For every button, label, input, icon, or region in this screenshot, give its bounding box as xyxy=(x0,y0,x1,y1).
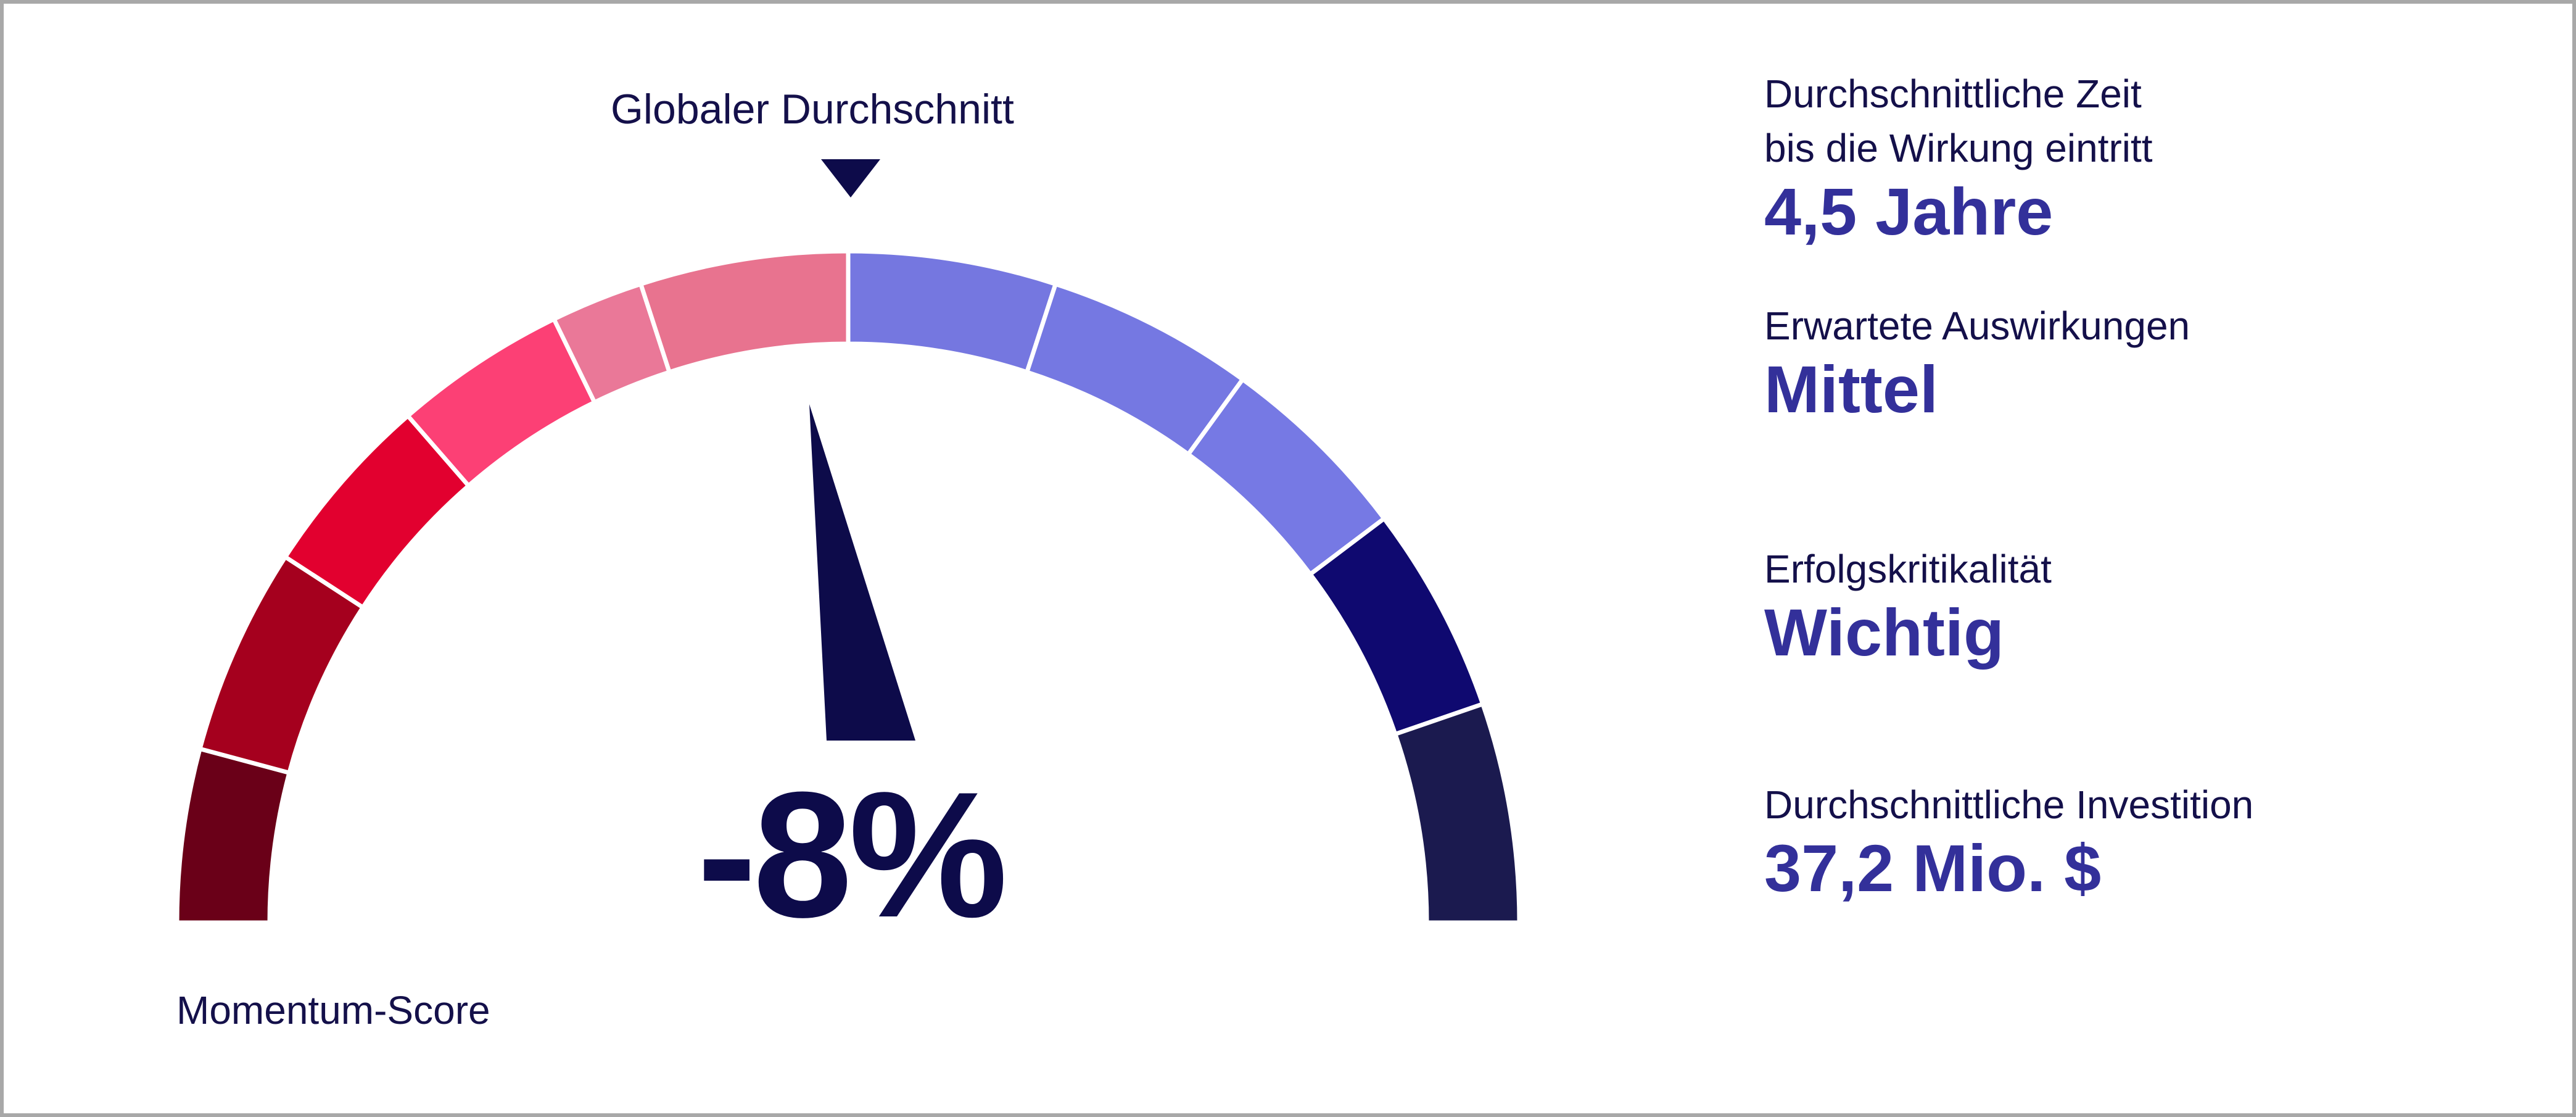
gauge-segment xyxy=(638,249,851,375)
gauge-needle xyxy=(809,404,915,741)
stat-value: Mittel xyxy=(1764,352,1938,426)
gauge-segment xyxy=(175,746,292,925)
stat-label: Durchschnittliche Zeit xyxy=(1764,72,2142,116)
stat-value: Wichtig xyxy=(1764,595,2004,670)
stat-value: 37,2 Mio. $ xyxy=(1764,831,2102,905)
stat-average-investment: Durchschnittliche Investition 37,2 Mio. … xyxy=(1764,778,2253,905)
gauge-label: Momentum-Score xyxy=(176,988,490,1032)
stat-label: Durchschnittliche Investition xyxy=(1764,783,2254,827)
gauge-segment xyxy=(846,249,1059,375)
stat-label: Erfolgskritikalität xyxy=(1764,547,2052,591)
gauge-segment xyxy=(1392,701,1522,925)
global-average-label: Globaler Durchschnitt xyxy=(611,86,1014,133)
stat-label: Erwartete Auswirkungen xyxy=(1764,304,2190,348)
stat-time-to-impact: Durchschnittliche Zeit bis die Wirkung e… xyxy=(1764,67,2153,249)
stat-value: 4,5 Jahre xyxy=(1764,174,2054,249)
global-average-marker xyxy=(821,159,880,197)
stat-expected-impact: Erwartete Auswirkungen Mittel xyxy=(1764,299,2190,426)
gauge-value: -8% xyxy=(697,755,1008,955)
stat-criticality: Erfolgskritikalität Wichtig xyxy=(1764,542,2052,670)
stat-label: bis die Wirkung eintritt xyxy=(1764,126,2153,170)
